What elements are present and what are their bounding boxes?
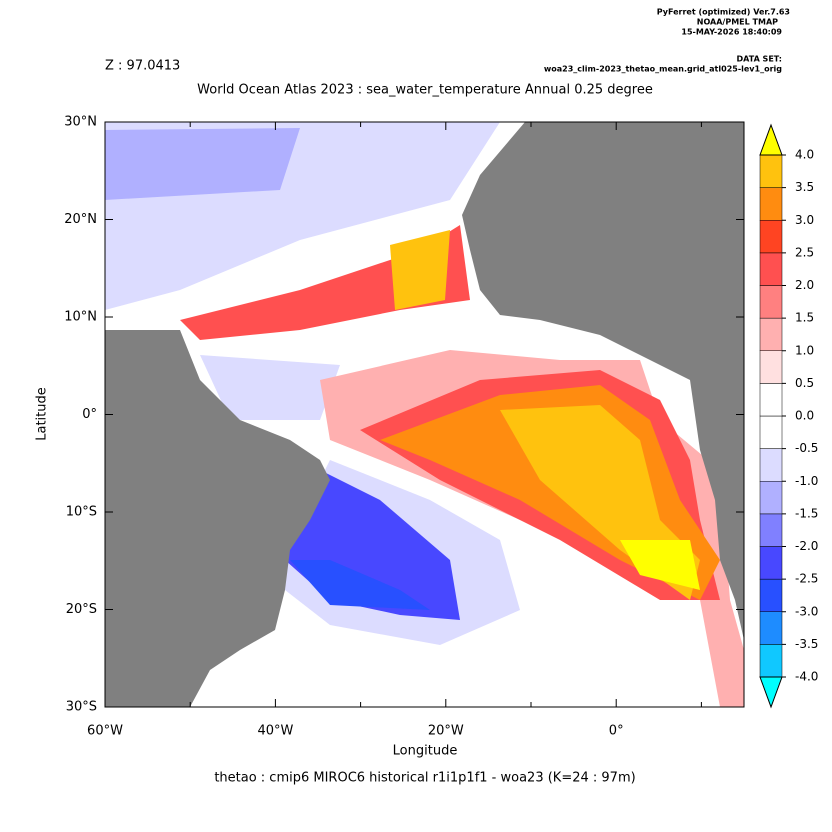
colorbar-label: 0.0 [795, 409, 814, 423]
anomaly-area [180, 225, 470, 340]
dataset-label: DATA SET: [737, 55, 782, 64]
colorbar-label: 1.5 [795, 311, 814, 325]
anomaly-area [105, 128, 300, 200]
colorbar-label: 3.5 [795, 180, 814, 194]
colorbar-bin [759, 513, 783, 547]
x-tick-label: 60°W [87, 724, 123, 739]
z-label: Z : 97.0413 [105, 59, 180, 74]
y-tick-label: 10°N [64, 310, 97, 325]
org: NOAA/PMEL TMAP [697, 18, 778, 27]
colorbar-label: 3.0 [795, 213, 814, 227]
colorbar-label: 4.0 [795, 148, 814, 162]
colorbar-bin [759, 448, 783, 482]
colorbar-bin [759, 546, 783, 580]
program: PyFerret (optimized) Ver.7.63 [657, 8, 790, 17]
colorbar-label: -4.0 [795, 670, 818, 684]
colorbar-bin [759, 383, 783, 417]
colorbar-label: 1.0 [795, 343, 814, 357]
colorbar-label: -3.5 [795, 637, 818, 651]
anomaly-area [390, 230, 450, 310]
colorbar-label: -0.5 [795, 441, 818, 455]
land [462, 122, 744, 640]
colorbar-bin [759, 481, 783, 515]
x-axis-label: Longitude [393, 744, 458, 759]
colorbar-label: -2.5 [795, 572, 818, 586]
subtitle: thetao : cmip6 MIROC6 historical r1i1p1f… [214, 771, 635, 786]
y-axis-label: Latitude [35, 387, 50, 441]
anomaly-area [200, 355, 340, 420]
colorbar-bin [759, 317, 783, 351]
colorbar-label: 0.5 [795, 376, 814, 390]
field [105, 122, 744, 707]
anomaly-area [290, 560, 430, 610]
colorbar-bin [759, 350, 783, 384]
chart-title: World Ocean Atlas 2023 : sea_water_tempe… [197, 83, 653, 98]
y-tick-label: 30°S [66, 700, 97, 715]
x-tick-label: 20°W [428, 724, 464, 739]
y-tick-label: 20°S [66, 602, 97, 617]
colorbar-label: -1.5 [795, 506, 818, 520]
colorbar-bin [759, 252, 783, 286]
colorbar-bin [759, 644, 783, 678]
colorbar-bin [759, 154, 783, 188]
x-tick-label: 40°W [257, 724, 293, 739]
colorbar-over [759, 123, 783, 156]
land [105, 330, 330, 707]
anomaly-area [620, 540, 700, 590]
date: 15-MAY-2026 18:40:09 [681, 28, 782, 37]
colorbar-bin [759, 187, 783, 221]
dataset: woa23_clim-2023_thetao_mean.grid_atl025-… [544, 65, 782, 74]
colorbar-bin [759, 611, 783, 645]
y-tick-label: 20°N [64, 212, 97, 227]
colorbar-bin [759, 415, 783, 449]
colorbar-label: -2.0 [795, 539, 818, 553]
colorbar-bin [759, 285, 783, 319]
colorbar-under [759, 676, 783, 709]
y-tick-label: 0° [82, 407, 97, 422]
colorbar-label: -3.0 [795, 604, 818, 618]
colorbar-bin [759, 220, 783, 254]
y-tick-label: 30°N [64, 115, 97, 130]
colorbar-label: 2.0 [795, 278, 814, 292]
colorbar-label: -1.0 [795, 474, 818, 488]
colorbar-label: 2.5 [795, 245, 814, 259]
colorbar-bin [759, 578, 783, 612]
y-tick-label: 10°S [66, 505, 97, 520]
x-tick-label: 0° [609, 724, 624, 739]
